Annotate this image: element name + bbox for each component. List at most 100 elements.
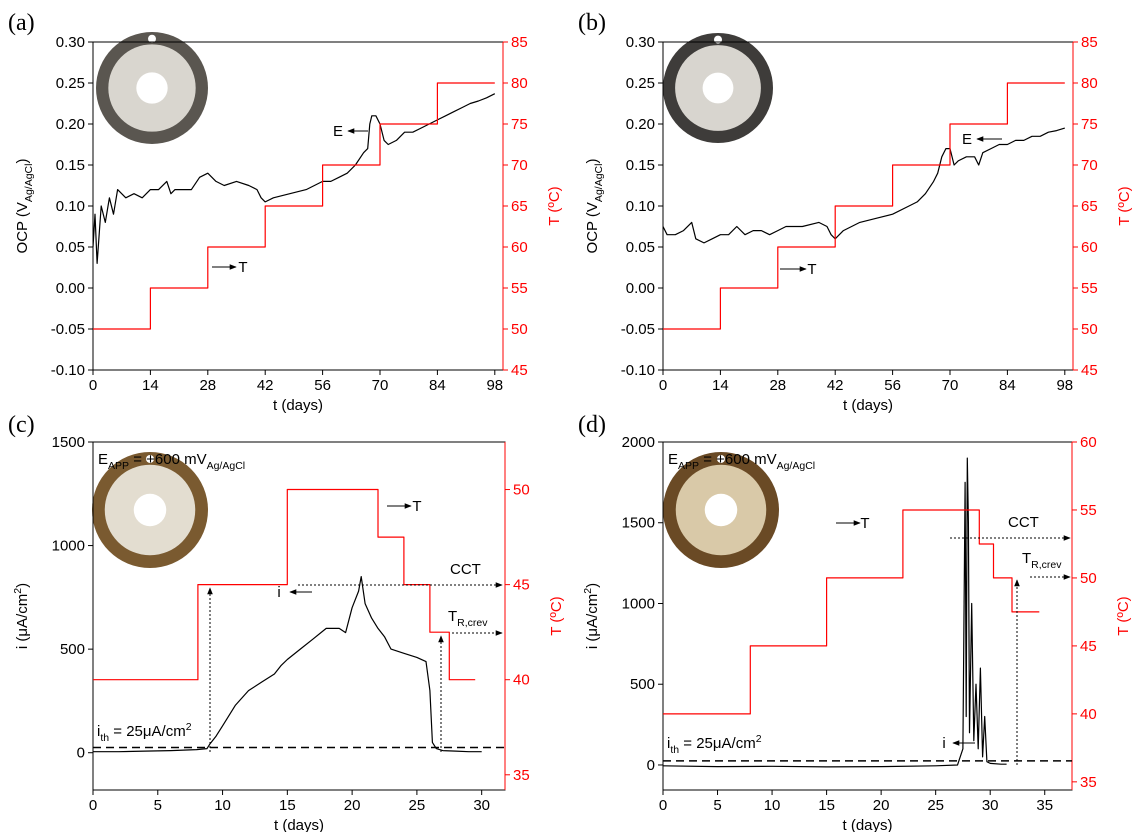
x-tick-label: 0 xyxy=(659,377,667,394)
text-part: OCP (V xyxy=(584,202,601,253)
x-tick-label: 0 xyxy=(659,797,667,814)
x-tick-label: 30 xyxy=(473,797,490,814)
sample-photo xyxy=(702,72,734,104)
y2-tick-label: 75 xyxy=(511,116,528,133)
text-part: OCP (V xyxy=(14,202,31,253)
temperature-line xyxy=(663,509,1040,715)
x-tick-label: 28 xyxy=(199,377,216,394)
panel-label: (d) xyxy=(578,412,606,438)
x-tick-label: 15 xyxy=(279,797,296,814)
y-tick-label: 0.10 xyxy=(56,198,85,215)
text-part: Ag/AgCl xyxy=(593,164,605,203)
y2-tick-label: 45 xyxy=(511,362,528,379)
y2-tick-label: 65 xyxy=(1081,198,1098,215)
text-part: ) xyxy=(14,159,31,164)
annotation: TR,crev xyxy=(448,608,488,629)
y-axis-label: i (μA/cm2) xyxy=(582,583,601,649)
y2-tick-label: 50 xyxy=(511,321,528,338)
text-part: i xyxy=(667,735,670,752)
x-tick-label: 56 xyxy=(314,377,331,394)
threshold-label: ith = 25μA/cm2 xyxy=(97,721,192,744)
y-tick-label: 1000 xyxy=(52,538,85,555)
annotation: TR,crev xyxy=(1022,550,1062,571)
temperature-line xyxy=(93,488,476,681)
y-tick-label: 0.10 xyxy=(626,198,655,215)
x-tick-label: 20 xyxy=(344,797,361,814)
text-part: ) xyxy=(584,583,601,588)
y2-tick-label: 80 xyxy=(1081,75,1098,92)
annotation: CCT xyxy=(450,561,481,578)
y2-tick-label: 60 xyxy=(511,239,528,256)
y-tick-label: 0.05 xyxy=(626,239,655,256)
y-tick-label: 0 xyxy=(647,757,655,774)
text-part: i (μA/cm xyxy=(14,594,31,649)
x-tick-label: 35 xyxy=(1036,797,1053,814)
y-tick-label: 500 xyxy=(60,641,85,658)
y2-tick-label: 65 xyxy=(511,198,528,215)
x-tick-label: 10 xyxy=(214,797,231,814)
applied-potential: EAPP = +600 mVAg/AgCl xyxy=(98,451,245,472)
panel-label: (b) xyxy=(578,10,606,36)
x-tick-label: 30 xyxy=(982,797,999,814)
text-part: APP xyxy=(108,460,129,472)
x-tick-label: 56 xyxy=(884,377,901,394)
text-part: = 25μA/cm xyxy=(109,723,186,740)
panel-label: (a) xyxy=(8,10,35,36)
y2-axis-label: T (ºC) xyxy=(1116,186,1132,225)
text-part: = 25μA/cm xyxy=(679,735,756,752)
y2-tick-label: 35 xyxy=(1080,774,1097,791)
y2-tick-label: 50 xyxy=(1080,570,1097,587)
y-tick-label: 1500 xyxy=(52,434,85,451)
x-tick-label: 10 xyxy=(764,797,781,814)
text-part: ) xyxy=(14,583,31,588)
text-part: = +600 mV xyxy=(699,451,777,468)
x-tick-label: 5 xyxy=(713,797,721,814)
y-tick-label: 0.25 xyxy=(56,75,85,92)
y-tick-label: 2000 xyxy=(622,434,655,451)
sample-photo xyxy=(133,493,167,527)
text-part: R,crev xyxy=(1031,559,1062,571)
text-part: APP xyxy=(678,460,699,472)
x-tick-label: 28 xyxy=(769,377,786,394)
y-tick-label: 0.00 xyxy=(626,280,655,297)
x-tick-label: 14 xyxy=(142,377,159,394)
y-tick-label: 0.30 xyxy=(56,34,85,51)
x-tick-label: 70 xyxy=(942,377,959,394)
y2-tick-label: 55 xyxy=(511,280,528,297)
text-part: ) xyxy=(584,159,601,164)
y-tick-label: 500 xyxy=(630,676,655,693)
text-part: 2 xyxy=(12,588,24,594)
x-tick-label: 70 xyxy=(372,377,389,394)
panel-label: (c) xyxy=(8,412,35,438)
y2-tick-label: 85 xyxy=(511,34,528,51)
x-tick-label: 0 xyxy=(89,377,97,394)
annotation: CCT xyxy=(1008,514,1039,531)
series-label: T xyxy=(807,261,816,278)
y-tick-label: 0.15 xyxy=(626,157,655,174)
y-tick-label: 0.20 xyxy=(626,116,655,133)
y-tick-label: 0.15 xyxy=(56,157,85,174)
x-tick-label: 42 xyxy=(827,377,844,394)
x-tick-label: 84 xyxy=(429,377,446,394)
y2-tick-label: 35 xyxy=(513,767,530,784)
data-line xyxy=(92,93,496,264)
text-part: CCT xyxy=(450,561,481,578)
y2-tick-label: 40 xyxy=(513,672,530,689)
text-part: T xyxy=(1022,550,1031,567)
data-line xyxy=(662,127,1065,244)
data-line xyxy=(662,457,1007,768)
text-part: th xyxy=(670,744,679,756)
text-part: i xyxy=(97,723,100,740)
x-tick-label: 0 xyxy=(89,797,97,814)
series-label: i xyxy=(277,584,280,601)
sample-photo xyxy=(148,34,156,43)
sample-photo xyxy=(717,454,725,463)
text-part: 2 xyxy=(756,733,762,745)
x-tick-label: 5 xyxy=(154,797,162,814)
x-tick-label: 84 xyxy=(999,377,1016,394)
y2-tick-label: 85 xyxy=(1081,34,1098,51)
y-tick-label: 0.25 xyxy=(626,75,655,92)
x-tick-label: 15 xyxy=(818,797,835,814)
x-tick-label: 98 xyxy=(486,377,503,394)
x-tick-label: 42 xyxy=(257,377,274,394)
